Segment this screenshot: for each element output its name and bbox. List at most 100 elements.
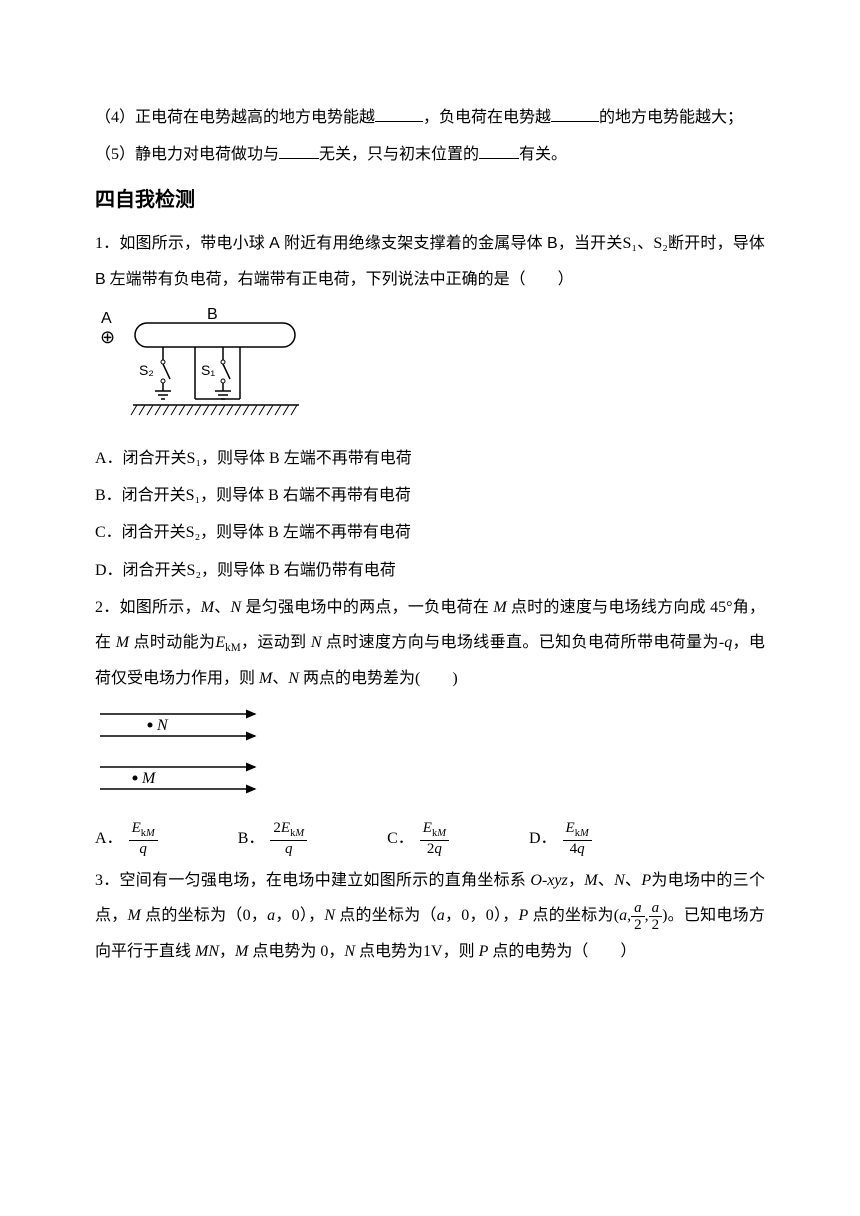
q2-t13: 点时速度方向与电场线垂直。已知负电荷所带电荷量为-: [322, 634, 725, 651]
q3-t4: 点的坐标为（0，: [141, 907, 267, 924]
blank-5a: [279, 145, 319, 159]
q1d-s1-node2: [221, 379, 225, 383]
q1d-s2-switch: [163, 364, 170, 379]
q2-N3: N: [288, 670, 299, 687]
q1d-s1-label: S₁: [201, 362, 215, 378]
q3-P2: P: [519, 907, 529, 924]
q3-t12: 点电势为1V，则: [355, 943, 479, 960]
q1-S2: S₂: [653, 235, 667, 252]
fill4-mid: ，负电荷在电势越: [423, 109, 551, 126]
q1d-hatching: [131, 405, 297, 415]
q3-t6: 点的坐标为（: [335, 907, 437, 924]
q1-t3: ，当开关: [558, 235, 623, 252]
q1-stem: 1．如图所示，带电小球 A 附近有用绝缘支架支撑着的金属导体 B，当开关S₁、S…: [95, 226, 765, 296]
q1-B2: B: [95, 271, 106, 288]
q2-kM: kM: [225, 642, 241, 654]
fill4-prefix: （4）正电荷在电势越高的地方电势能越: [95, 109, 375, 126]
q2d-ptM-dot: [133, 775, 138, 780]
q3-coord: (a,a2,a2): [614, 907, 668, 924]
q1-diagram: A ⊕ B S₂ S₁: [95, 305, 765, 433]
q1d-s1-switch: [223, 364, 230, 379]
q2-M1: M: [201, 599, 214, 616]
q2-q: q: [724, 634, 732, 651]
q1d-s2-node1: [161, 360, 165, 364]
q3-t7: ，0，0），: [445, 907, 519, 924]
q3-s2: 、: [625, 872, 642, 889]
q2-t0: 2．如图所示，: [95, 599, 201, 616]
fill5-prefix: （5）静电力对电荷做功与: [95, 146, 279, 163]
q1-optB: B．闭合开关S₁，则导体 B 右端不再带有电荷: [95, 478, 765, 513]
q3-MN: MN: [195, 943, 219, 960]
q3-M2: M: [128, 907, 141, 924]
q3-a1: a: [267, 907, 275, 924]
fill5-mid: 无关，只与初末位置的: [319, 146, 479, 163]
q2-optC: C． EkM2q: [387, 820, 449, 857]
q2-optD: D． EkM4q: [529, 820, 592, 857]
q3-s1: 、: [598, 872, 615, 889]
q2C-label: C．: [387, 821, 414, 856]
q2-M4: M: [259, 670, 272, 687]
q2A-frac: EkMq: [129, 820, 158, 857]
q2-t17: 、: [272, 670, 288, 687]
q3-stem: 3．空间有一匀强电场，在电场中建立如图所示的直角坐标系 O-xyz，M、N、P为…: [95, 863, 765, 969]
q1d-B-label: B: [207, 306, 218, 323]
q2B-label: B．: [238, 821, 265, 856]
q3-P3: P: [479, 943, 489, 960]
q1-t5: 左端带有负电荷，右端带有正电荷，下列说法中正确的是（ ）: [106, 271, 574, 288]
q3-N3: N: [344, 943, 355, 960]
q2B-frac: 2EkMq: [270, 820, 307, 857]
q3-t11: 点电势为 0，: [248, 943, 344, 960]
q3-M3: M: [235, 943, 248, 960]
q3-coord-x: a: [619, 907, 627, 924]
q3-t10: ，: [219, 943, 235, 960]
q2-N1: N: [231, 599, 242, 616]
q1-optD: D．闭合开关S₂，则导体 B 右端仍带有电荷: [95, 553, 765, 588]
q2-N2: N: [311, 634, 322, 651]
q2-E: E: [215, 634, 225, 651]
blank-4a: [375, 108, 423, 122]
q3-M1: M: [584, 872, 597, 889]
fill-in-4: （4）正电荷在电势越高的地方电势能越 ，负电荷在电势越 的地方电势能越大；: [95, 100, 765, 135]
q1d-s2-label: S₂: [139, 362, 154, 378]
q2-optB: B． 2EkMq: [238, 820, 307, 857]
q1d-conductor: [135, 323, 295, 347]
q2-diagram: N M: [95, 704, 765, 812]
q2A-label: A．: [95, 821, 123, 856]
q2-t4: 是匀强电场中的两点，一负电荷在: [241, 599, 493, 616]
q3-N1: N: [614, 872, 625, 889]
q2-t8: 点时动能为: [129, 634, 215, 651]
q3-t13: 点的电势为（ ）: [488, 943, 636, 960]
q1d-s2-node2: [161, 379, 165, 383]
q1d-A-label: A: [101, 310, 112, 327]
q3-coord-z: a2: [649, 900, 663, 934]
q2-choices: A． EkMq B． 2EkMq C． EkM2q D． EkM4q: [95, 820, 765, 857]
q1-t4: 断开时，导体: [668, 235, 765, 252]
fill-in-5: （5）静电力对电荷做功与 无关，只与初末位置的 有关。: [95, 137, 765, 172]
section-heading: 四自我检测: [95, 178, 765, 222]
q2-t11: ，运动到: [241, 634, 311, 651]
blank-4b: [551, 108, 599, 122]
q2-t19: 两点的电势差为( ): [299, 670, 458, 687]
q3-coord-y: a2: [631, 900, 645, 934]
q1-optC: C．闭合开关S₂，则导体 B 左端不再带有电荷: [95, 515, 765, 550]
q2C-frac: EkM2q: [420, 820, 449, 857]
q2-stem: 2．如图所示，M、N 是匀强电场中的两点，一负电荷在 M 点时的速度与电场线方向…: [95, 590, 765, 696]
q1-comma: 、: [637, 235, 653, 252]
q1d-s1-node1: [221, 360, 225, 364]
q2D-label: D．: [529, 821, 557, 856]
q1-S1: S₁: [623, 235, 637, 252]
q2d-ptN: N: [156, 717, 169, 734]
q1d-plus-icon: ⊕: [100, 327, 115, 347]
q3-P1: P: [641, 872, 651, 889]
q3-N2: N: [324, 907, 335, 924]
q2-M2: M: [493, 599, 506, 616]
q2-t2: 、: [214, 599, 231, 616]
fill5-suffix: 有关。: [519, 146, 567, 163]
fill4-suffix: 的地方电势能越大；: [599, 109, 743, 126]
q1-B: B: [547, 235, 558, 252]
q3-t5: ，0），: [275, 907, 324, 924]
q2D-frac: EkM4q: [563, 820, 592, 857]
q1-t2: 附近有用绝缘支架支撑着的金属导体: [280, 235, 547, 252]
q1-optA: A．闭合开关S₁，则导体 B 左端不再带有电荷: [95, 441, 765, 476]
blank-5b: [479, 145, 519, 159]
